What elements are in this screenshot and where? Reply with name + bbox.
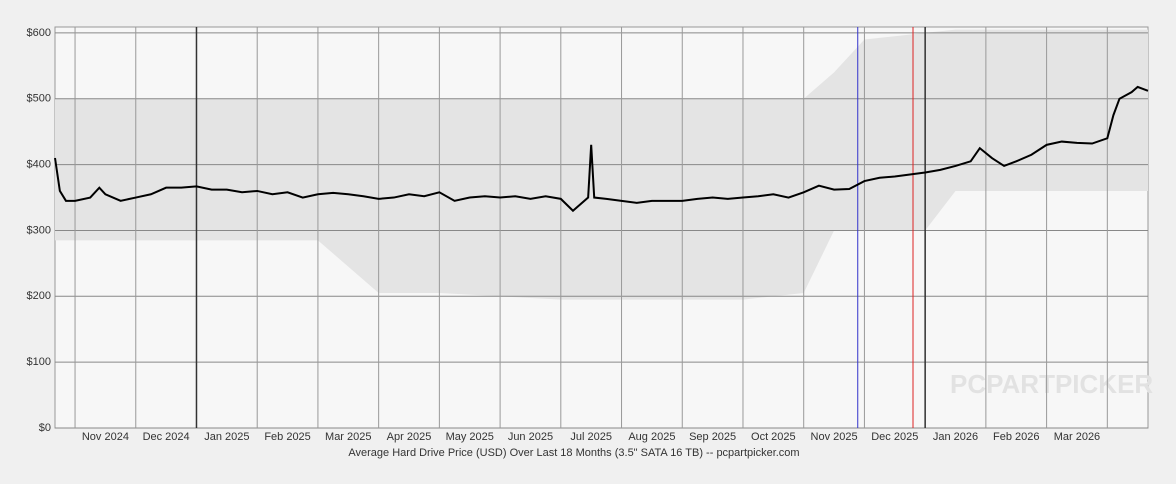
x-tick-label: Aug 2025	[628, 431, 675, 443]
x-tick-label: Jul 2025	[570, 431, 612, 443]
x-tick-label: Jan 2025	[204, 431, 249, 443]
chart-title: Average Hard Drive Price (USD) Over Last…	[348, 447, 799, 459]
x-tick-label: Jun 2025	[508, 431, 553, 443]
x-tick-label: Jan 2026	[933, 431, 978, 443]
x-tick-label: Feb 2026	[993, 431, 1039, 443]
y-tick-label: $500	[27, 93, 51, 105]
x-tick-label: Sep 2025	[689, 431, 736, 443]
x-tick-label: Feb 2025	[264, 431, 310, 443]
y-tick-label: $400	[27, 159, 51, 171]
x-tick-label: Oct 2025	[751, 431, 796, 443]
x-tick-label: Mar 2025	[325, 431, 371, 443]
watermark: PCPARTPICKER	[950, 369, 1153, 399]
x-tick-label: Nov 2024	[82, 431, 129, 443]
price-line	[54, 85, 1149, 213]
y-tick-label: $100	[27, 356, 51, 368]
x-tick-label: Mar 2026	[1054, 431, 1100, 443]
x-tick-label: Apr 2025	[387, 431, 432, 443]
y-tick-label: $0	[39, 422, 51, 434]
x-tick-label: Dec 2024	[143, 431, 190, 443]
y-tick-label: $300	[27, 224, 51, 236]
x-tick-label: Nov 2025	[811, 431, 858, 443]
y-tick-label: $200	[27, 290, 51, 302]
x-tick-label: May 2025	[446, 431, 494, 443]
x-tick-label: Dec 2025	[871, 431, 918, 443]
y-tick-label: $600	[27, 27, 51, 39]
